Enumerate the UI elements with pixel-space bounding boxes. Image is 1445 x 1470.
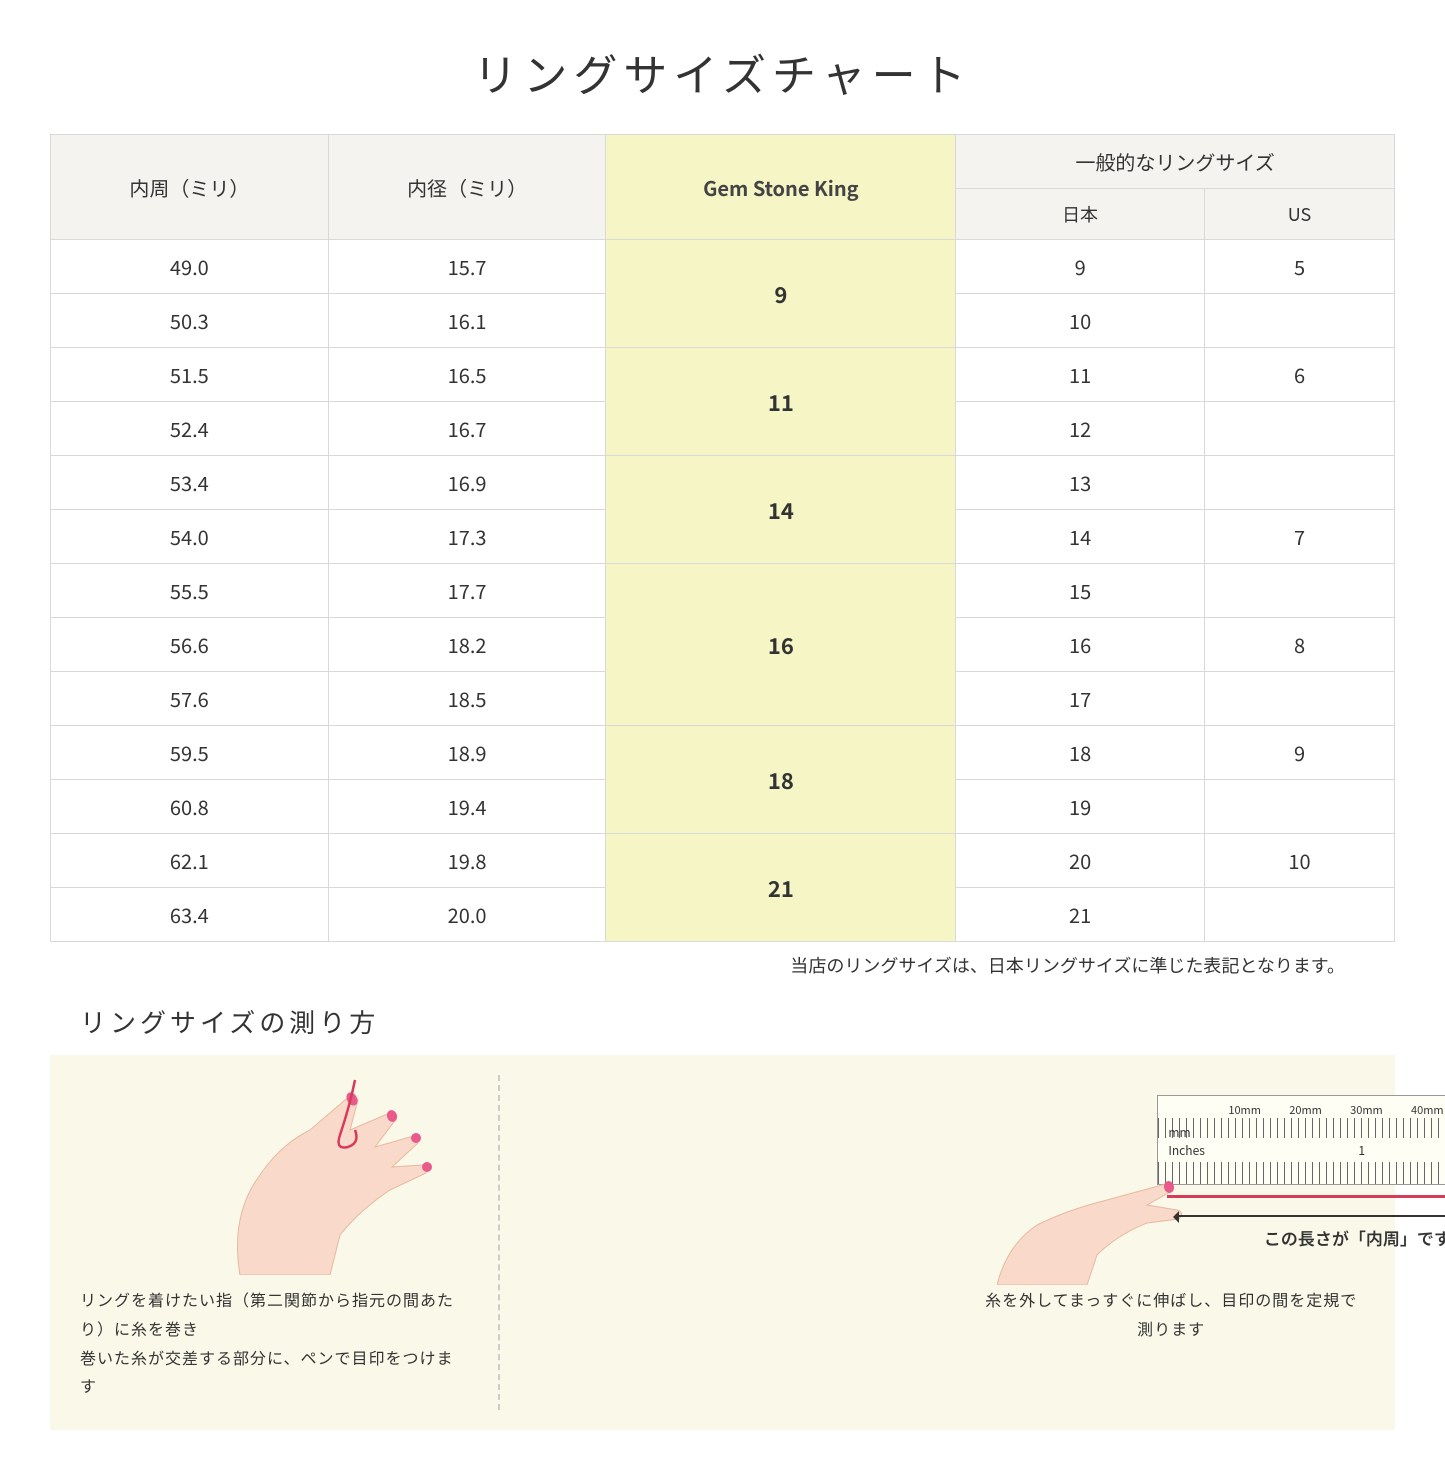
col-circumference: 内周（ミリ） — [51, 135, 329, 240]
howto-title: リングサイズの測り方 — [80, 1003, 1395, 1040]
col-gsk: Gem Stone King — [606, 135, 956, 240]
col-general: 一般的なリングサイズ — [956, 135, 1395, 189]
table-row: 53.416.91413 — [51, 456, 1395, 510]
ring-size-table: 内周（ミリ） 内径（ミリ） Gem Stone King 一般的なリングサイズ … — [50, 134, 1395, 942]
arrow-label: この長さが「内周」です — [1177, 1225, 1445, 1250]
footnote: 当店のリングサイズは、日本リングサイズに準じた表記となります。 — [50, 952, 1345, 978]
table-row: 49.015.7995 — [51, 240, 1395, 294]
step1-caption: リングを着けたい指（第二関節から指元の間あたり）に糸を巻き巻いた糸が交差する部分… — [80, 1285, 468, 1400]
page-title: リングサイズチャート — [50, 40, 1395, 104]
ruler-illustration: 10mm 20mm 30mm 40mm 50mm 60mm 70mm mm In… — [1157, 1095, 1445, 1185]
thread-line — [1167, 1195, 1445, 1198]
step2-caption: 糸を外してまっすぐに伸ばし、目印の間を定規で測ります — [977, 1285, 1365, 1343]
table-row: 59.518.918189 — [51, 726, 1395, 780]
table-row: 55.517.71615 — [51, 564, 1395, 618]
table-row: 62.119.8212010 — [51, 834, 1395, 888]
col-diameter: 内径（ミリ） — [328, 135, 606, 240]
table-row: 51.516.511116 — [51, 348, 1395, 402]
hand-wrap-illustration — [200, 1075, 460, 1275]
howto-section: リングを着けたい指（第二関節から指元の間あたり）に糸を巻き巻いた糸が交差する部分… — [50, 1055, 1395, 1430]
col-us: US — [1205, 189, 1395, 240]
col-jp: 日本 — [956, 189, 1205, 240]
howto-step-2: 10mm 20mm 30mm 40mm 50mm 60mm 70mm mm In… — [947, 1055, 1395, 1430]
hand-measure-illustration — [997, 1165, 1197, 1285]
measure-arrow — [1177, 1215, 1445, 1217]
divider — [498, 1075, 948, 1410]
howto-step-1: リングを着けたい指（第二関節から指元の間あたり）に糸を巻き巻いた糸が交差する部分… — [50, 1055, 498, 1430]
